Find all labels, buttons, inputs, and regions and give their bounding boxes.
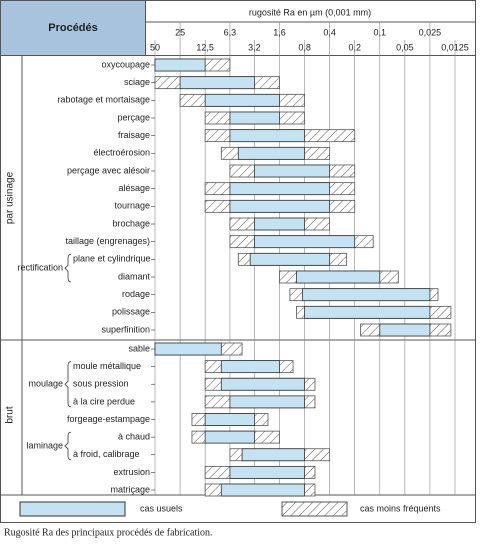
axis-header bbox=[145, 0, 476, 56]
usual-range bbox=[229, 395, 305, 409]
row-label: à froid, calibrage bbox=[73, 449, 140, 459]
row-label: oxycoupage bbox=[101, 59, 150, 69]
group-label: par usinage bbox=[5, 171, 16, 224]
usual-range bbox=[296, 270, 381, 284]
usual-range bbox=[379, 323, 431, 337]
x-tick-label: 0,025 bbox=[419, 27, 442, 37]
usual-range bbox=[254, 235, 356, 249]
usual-range bbox=[254, 164, 331, 178]
usual-range bbox=[304, 305, 431, 319]
subgroup-label: rectification bbox=[17, 263, 63, 273]
row-label: forgeage-estampage bbox=[67, 414, 150, 424]
row-label: superfinition bbox=[101, 324, 150, 334]
x-tick-label: 12,5 bbox=[196, 42, 214, 52]
usual-range bbox=[220, 483, 305, 497]
usual-range bbox=[254, 217, 305, 231]
header-title: Procédés bbox=[48, 22, 98, 34]
row-label: brochage bbox=[112, 218, 150, 228]
row-label: plane et cylindrique bbox=[73, 254, 151, 264]
brace bbox=[64, 361, 72, 408]
x-tick-label: 50 bbox=[150, 42, 160, 52]
legend-label: cas usuels bbox=[140, 503, 183, 513]
usual-range bbox=[229, 129, 305, 143]
row-label: diamant bbox=[118, 271, 151, 281]
usual-range bbox=[229, 111, 280, 125]
x-tick-label: 6,3 bbox=[224, 27, 237, 37]
legend-swatch-rare bbox=[281, 501, 348, 517]
x-tick-label: 0,1 bbox=[374, 27, 387, 37]
row-label: sous pression bbox=[73, 379, 129, 389]
x-tick-label: 0,4 bbox=[323, 27, 336, 37]
usual-range bbox=[220, 377, 305, 391]
usual-range bbox=[229, 182, 331, 196]
x-tick-label: 0,8 bbox=[298, 42, 311, 52]
usual-range bbox=[237, 146, 305, 160]
axis-title: rugosité Ra en µm (0,001 mm) bbox=[249, 7, 371, 17]
row-label: polissage bbox=[112, 307, 150, 317]
row-label: perçage bbox=[117, 112, 150, 122]
row-label: rabotage et mortaisage bbox=[57, 95, 150, 105]
row-label: taillage (engrenages) bbox=[65, 236, 150, 246]
usual-range bbox=[204, 413, 255, 426]
legend-label: cas moins fréquents bbox=[360, 503, 441, 513]
usual-range bbox=[229, 465, 305, 479]
usual-range bbox=[241, 448, 305, 462]
row-label: matriçage bbox=[110, 484, 150, 494]
x-tick-label: 0,2 bbox=[348, 42, 361, 52]
usual-range bbox=[154, 58, 206, 72]
group-label: brut bbox=[5, 406, 16, 423]
row-label: rodage bbox=[122, 289, 150, 299]
brace bbox=[64, 253, 72, 283]
legend-swatch-usual bbox=[19, 501, 126, 517]
x-tick-label: 25 bbox=[175, 27, 185, 37]
x-tick-label: 0,0125 bbox=[441, 42, 469, 52]
x-tick-label: 0,05 bbox=[396, 42, 414, 52]
row-label: tournage bbox=[114, 201, 150, 211]
x-tick-label: 1,6 bbox=[273, 27, 286, 37]
subgroup-label: moulage bbox=[28, 379, 63, 389]
usual-range bbox=[204, 93, 280, 107]
header-cell bbox=[0, 0, 146, 56]
usual-range bbox=[229, 199, 331, 213]
usual-range bbox=[220, 360, 280, 374]
usual-range bbox=[249, 252, 331, 266]
row-label: à la cire perdue bbox=[73, 396, 135, 406]
row-label: électroérosion bbox=[93, 148, 150, 158]
usual-range bbox=[204, 430, 255, 444]
subgroup-label: laminage bbox=[26, 440, 63, 450]
row-label: moule métallique bbox=[73, 361, 141, 371]
row-label: extrusion bbox=[113, 467, 150, 477]
row-label: sciage bbox=[124, 77, 150, 87]
row-label: perçage avec alésoir bbox=[67, 165, 150, 175]
usual-range bbox=[179, 76, 255, 90]
row-label: alésage bbox=[118, 183, 150, 193]
brace bbox=[64, 431, 72, 461]
row-label: à chaud bbox=[118, 432, 150, 442]
row-label: sable bbox=[128, 343, 150, 353]
caption: Rugosité Ra des principaux procédés de f… bbox=[4, 527, 213, 538]
usual-range bbox=[154, 342, 222, 356]
usual-range bbox=[301, 288, 431, 302]
x-tick-label: 3,2 bbox=[248, 42, 261, 52]
row-label: fraisage bbox=[118, 130, 150, 140]
